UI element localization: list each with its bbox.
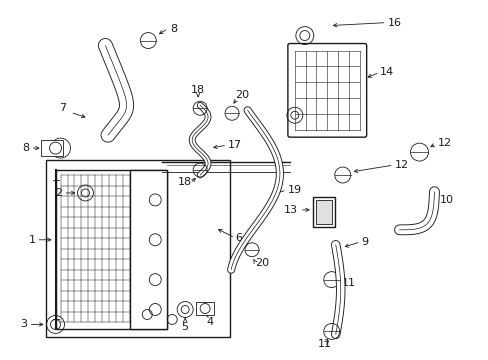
Text: 20: 20 (235, 90, 249, 100)
Text: 13: 13 (283, 205, 297, 215)
Text: 20: 20 (254, 258, 268, 268)
Bar (56, 170, 167, 329)
FancyBboxPatch shape (287, 44, 366, 137)
Text: 18: 18 (191, 85, 205, 95)
Text: 11: 11 (317, 339, 331, 349)
Text: 18: 18 (178, 177, 192, 187)
Text: 15: 15 (334, 115, 348, 125)
Text: 9: 9 (361, 237, 368, 247)
Text: 6: 6 (235, 233, 242, 243)
Text: 17: 17 (227, 140, 242, 150)
Bar (130, 170, 167, 329)
Text: 4: 4 (206, 318, 213, 328)
Text: 11: 11 (341, 278, 355, 288)
Bar (45, 160, 229, 337)
Bar (196, 302, 214, 315)
Text: 1: 1 (29, 235, 36, 245)
Text: 8: 8 (170, 24, 177, 33)
Text: 14: 14 (379, 67, 393, 77)
Text: 12: 12 (437, 138, 450, 148)
Text: 12: 12 (394, 160, 408, 170)
Text: 19: 19 (287, 185, 302, 195)
Text: 7: 7 (59, 103, 66, 113)
Text: 3: 3 (20, 319, 28, 329)
Text: 2: 2 (56, 188, 62, 198)
Text: 16: 16 (387, 18, 401, 28)
Text: 10: 10 (439, 195, 452, 205)
Text: 8: 8 (22, 143, 30, 153)
Bar (41, 140, 62, 156)
Bar (315, 200, 331, 224)
Text: 5: 5 (182, 323, 188, 332)
Bar (312, 197, 334, 227)
